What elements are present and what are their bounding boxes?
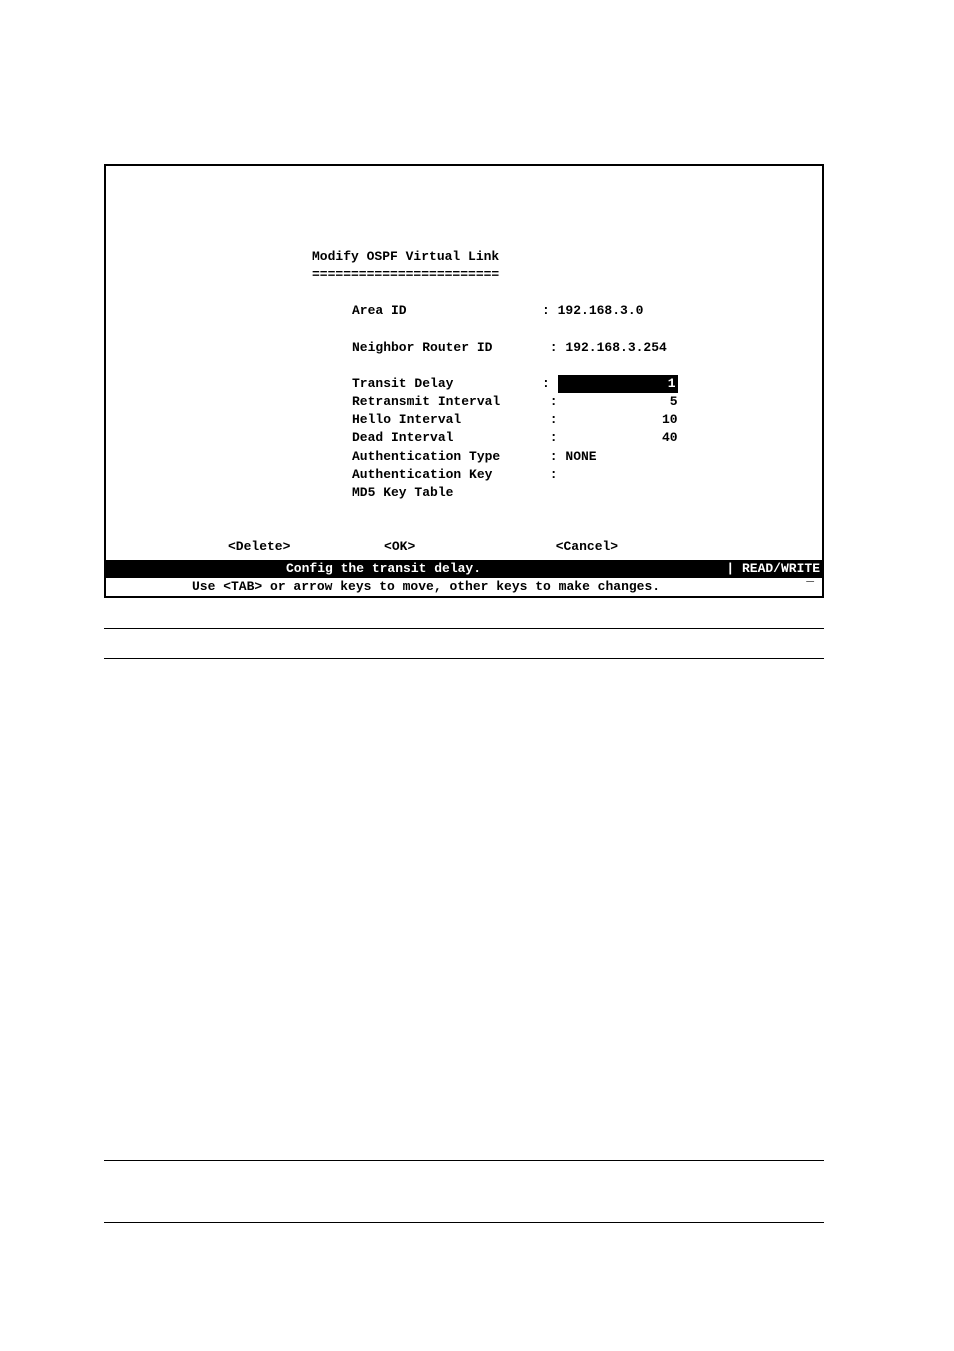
md5-key-table-label: MD5 Key Table [352,484,542,502]
terminal-window: Modify OSPF Virtual Link ===============… [104,164,824,598]
divider-line [104,1160,824,1161]
divider-line [104,658,824,659]
authentication-key-label: Authentication Key [352,466,542,484]
authentication-type-separator: : [542,448,565,466]
area-id-value: 192.168.3.0 [558,302,644,320]
hello-interval-value[interactable]: 10 [558,411,678,429]
neighbor-router-id-separator: : [542,339,565,357]
delete-button[interactable]: <Delete> [228,539,290,554]
field-retransmit-interval[interactable]: Retransmit Interval : 5 [352,393,822,411]
field-dead-interval[interactable]: Dead Interval : 40 [352,429,822,447]
ok-button[interactable]: <OK> [384,539,415,554]
neighbor-router-id-value: 192.168.3.254 [565,339,666,357]
field-hello-interval[interactable]: Hello Interval : 10 [352,411,822,429]
field-neighbor-router-id: Neighbor Router ID : 192.168.3.254 [352,339,822,357]
field-md5-key-table[interactable]: MD5 Key Table [352,484,822,502]
transit-delay-separator: : [542,375,558,393]
screen-title: Modify OSPF Virtual Link [312,248,822,266]
hello-interval-separator: : [542,411,558,429]
authentication-key-separator: : [542,466,558,484]
field-transit-delay[interactable]: Transit Delay : 1 [352,375,822,393]
divider-line [104,1222,824,1223]
transit-delay-value[interactable]: 1 [558,375,678,393]
status-bar: Config the transit delay. | READ/WRITE [106,560,822,578]
retransmit-interval-separator: : [542,393,558,411]
field-authentication-key[interactable]: Authentication Key : [352,466,822,484]
navigation-hint: Use <TAB> or arrow keys to move, other k… [192,578,822,596]
field-area-id: Area ID : 192.168.3.0 [352,302,822,320]
dead-interval-value[interactable]: 40 [558,429,678,447]
field-authentication-type[interactable]: Authentication Type : NONE [352,448,822,466]
terminal-content: Modify OSPF Virtual Link ===============… [106,248,822,597]
authentication-type-label: Authentication Type [352,448,542,466]
area-id-label: Area ID [352,302,542,320]
divider-line [104,628,824,629]
status-message: Config the transit delay. [108,560,481,578]
retransmit-interval-value[interactable]: 5 [558,393,678,411]
action-buttons: <Delete> <OK> <Cancel> [228,538,822,556]
dead-interval-label: Dead Interval [352,429,542,447]
area-id-separator: : [542,302,558,320]
hello-interval-label: Hello Interval [352,411,542,429]
transit-delay-label: Transit Delay [352,375,542,393]
dead-interval-separator: : [542,429,558,447]
title-underline: ======================== [312,266,822,284]
cancel-button[interactable]: <Cancel> [556,539,618,554]
authentication-type-value[interactable]: NONE [565,448,596,466]
retransmit-interval-label: Retransmit Interval [352,393,542,411]
neighbor-router-id-label: Neighbor Router ID [352,339,542,357]
cursor-icon: _ [806,568,814,586]
